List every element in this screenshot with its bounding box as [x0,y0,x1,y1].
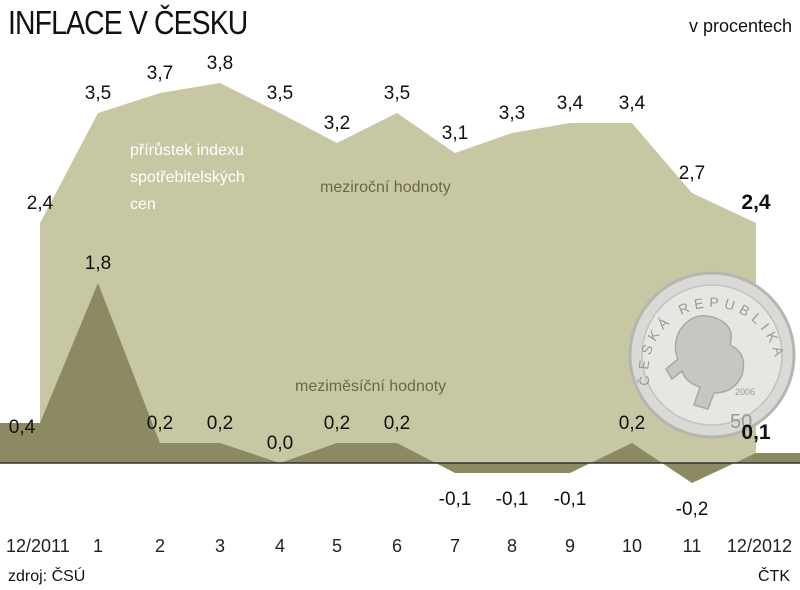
yoy-label: 3,5 [267,83,293,104]
x-axis-ticks: 12/2011 1 2 3 4 5 6 7 8 9 10 11 12/2012 [6,536,792,556]
x-tick-label: 2 [155,536,165,556]
source-note: zdroj: ČSÚ [8,568,86,585]
yoy-label: 3,7 [147,63,173,84]
x-tick-label: 10 [622,536,642,556]
yoy-label: 3,3 [499,103,525,124]
mom-label: 0,2 [147,413,173,434]
mom-label: 0,1 [741,421,771,444]
yoy-label: 3,4 [619,93,646,114]
x-tick-label: 3 [215,536,225,556]
yoy-label: 2,7 [679,163,705,184]
mom-label: 0,2 [324,413,350,434]
yoy-label: 3,8 [207,53,233,74]
yoy-label: 3,5 [384,83,410,104]
coin-image: ČESKÁ REPUBLIKA 2006 50 [628,271,796,439]
x-tick-label: 1 [93,536,103,556]
yoy-label: 3,2 [324,113,350,134]
x-tick-label: 12/2012 [727,536,792,556]
yoy-label: 3,4 [557,93,584,114]
index-annotation-line2: spotřebitelských [130,169,245,186]
yoy-annotation: meziroční hodnoty [320,179,451,196]
index-annotation-line3: cen [130,196,156,213]
mom-label: -0,1 [439,489,472,510]
yoy-label: 3,1 [442,123,468,144]
mom-label: -0,2 [676,499,709,520]
x-tick-label: 11 [683,536,702,556]
mom-label: 1,8 [85,253,111,274]
coin-year: 2006 [735,387,755,397]
yoy-label: 3,5 [85,83,111,104]
mom-label: 0,4 [9,417,36,438]
x-tick-label: 6 [392,536,402,556]
x-tick-label: 7 [450,536,460,556]
yoy-label: 2,4 [741,191,771,214]
x-tick-label: 12/2011 [6,536,70,556]
mom-annotation: meziměsíční hodnoty [295,378,446,395]
x-tick-label: 8 [507,536,517,556]
credit-note: ČTK [758,568,790,585]
data-labels: 2,4 3,5 3,7 3,8 3,5 3,2 3,5 3,1 3,3 3,4 3,4 2,7 2,4 0… [9,53,771,520]
coin-value: 50 [730,411,752,433]
yoy-series [40,83,756,463]
x-tick-label: 9 [565,536,575,556]
mom-label: -0,1 [554,489,587,510]
mom-label: 0,2 [384,413,410,434]
x-tick-label: 5 [332,536,342,556]
chart-title: INFLACE V ČESKU [8,4,248,41]
x-tick-label: 4 [275,536,285,556]
yoy-area [40,83,756,463]
unit-label: v procentech [688,16,792,36]
mom-label: 0,2 [207,413,233,434]
mom-label: 0,2 [619,413,645,434]
index-annotation-line1: přírůstek indexu [130,141,244,159]
mom-label: -0,1 [496,489,529,510]
yoy-label: 2,4 [27,193,54,214]
mom-label: 0,0 [267,433,293,454]
